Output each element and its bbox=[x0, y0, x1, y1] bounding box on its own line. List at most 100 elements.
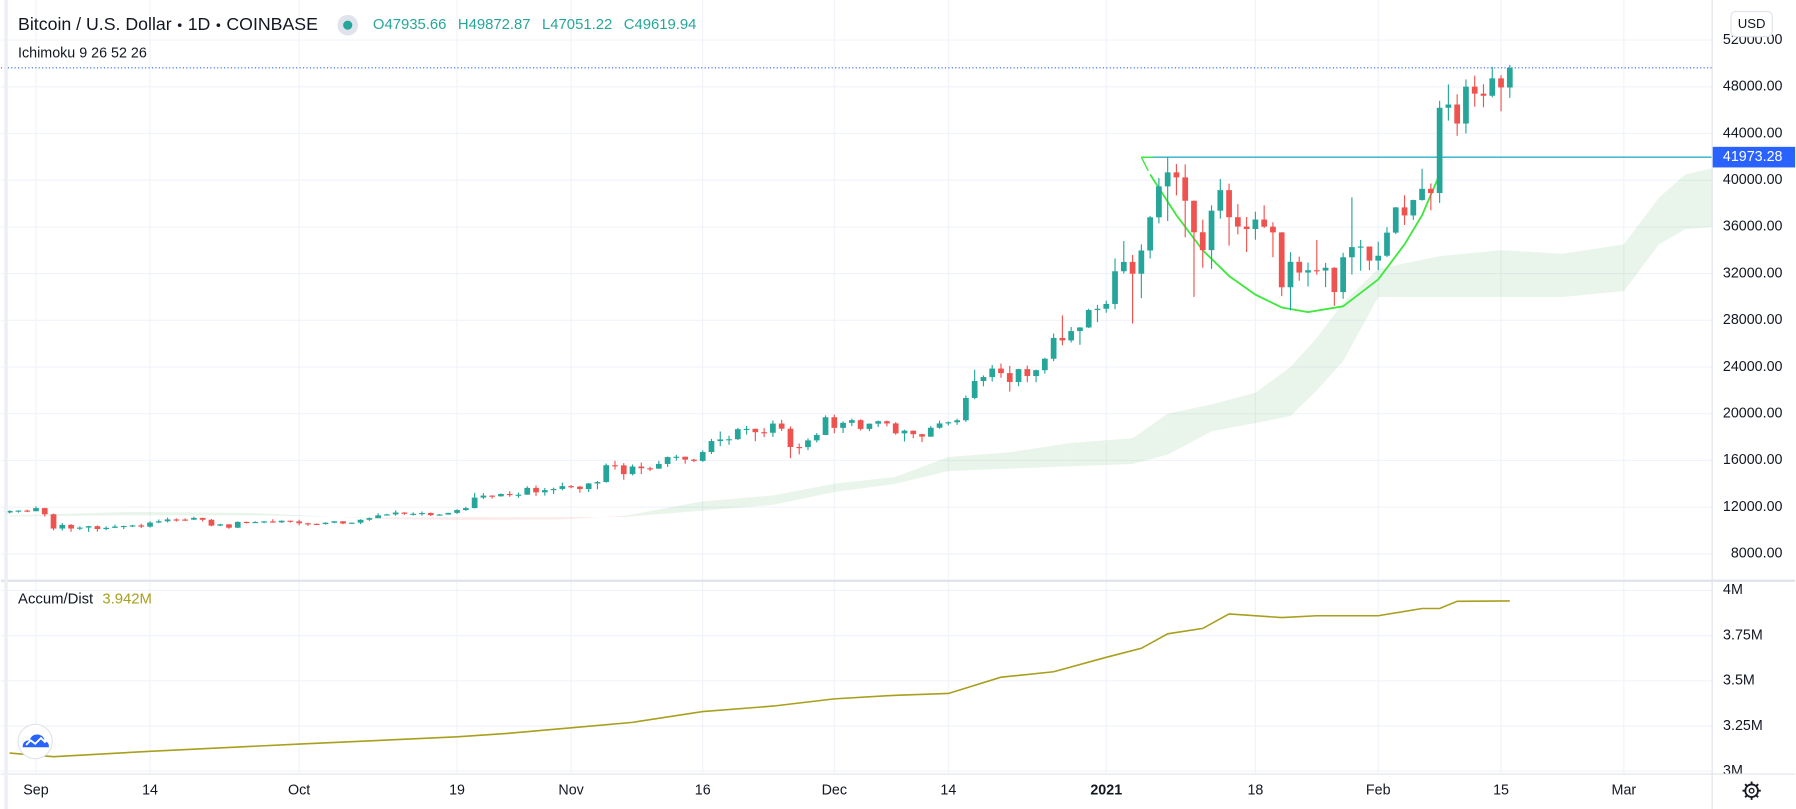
candle-body bbox=[357, 519, 364, 523]
candle-body bbox=[1006, 373, 1013, 382]
candle-body bbox=[708, 441, 715, 453]
candle-body bbox=[103, 527, 110, 529]
y2-tick-label: 4M bbox=[1723, 582, 1743, 598]
candle-body bbox=[1120, 261, 1127, 272]
candles bbox=[6, 64, 1513, 532]
candle-body bbox=[129, 525, 136, 527]
candle-body bbox=[699, 452, 706, 461]
y-tick-label: 44000.00 bbox=[1723, 125, 1783, 141]
symbol-info: COINBASE bbox=[226, 14, 318, 34]
cloud-segment bbox=[1439, 250, 1502, 297]
y2-tick-label: 3.25M bbox=[1723, 718, 1763, 734]
cloud-segment bbox=[1343, 268, 1379, 362]
cloud-segment bbox=[1071, 438, 1133, 467]
candle-body bbox=[94, 526, 101, 529]
candle-body bbox=[594, 482, 601, 484]
y-tick-label: 40000.00 bbox=[1723, 172, 1783, 188]
candle-body bbox=[1384, 232, 1390, 256]
candle-body bbox=[515, 494, 522, 496]
candle-body bbox=[945, 422, 952, 424]
y-tick-label: 20000.00 bbox=[1723, 406, 1783, 422]
candle-body bbox=[340, 521, 346, 524]
y2-tick-label: 3M bbox=[1723, 763, 1743, 779]
cloud-segment bbox=[465, 517, 563, 521]
candle-body bbox=[445, 512, 452, 515]
candle-body bbox=[752, 428, 759, 433]
candle-body bbox=[1068, 331, 1075, 341]
candle-body bbox=[462, 508, 469, 511]
candle-body bbox=[173, 519, 180, 521]
candle-body bbox=[848, 420, 855, 423]
candle-body bbox=[612, 465, 618, 467]
y2-tick-label: 3.5M bbox=[1723, 673, 1755, 689]
candle-body bbox=[585, 483, 592, 490]
candle-body bbox=[76, 527, 83, 529]
logo-cloud[interactable] bbox=[22, 734, 49, 748]
candle-body bbox=[1480, 93, 1487, 96]
candle-body bbox=[1173, 172, 1180, 178]
candle-body bbox=[155, 521, 162, 523]
candle-body bbox=[436, 514, 443, 516]
x-tick-label: Feb bbox=[1366, 782, 1391, 798]
candle-body bbox=[1313, 270, 1320, 272]
candle-body bbox=[1208, 210, 1215, 251]
cloud-segment bbox=[378, 517, 466, 521]
currency[interactable]: USD bbox=[1738, 16, 1766, 31]
candle-body bbox=[1234, 217, 1241, 227]
candle-body bbox=[226, 524, 232, 528]
candle-body bbox=[743, 428, 750, 430]
cup-curve bbox=[1149, 173, 1441, 314]
candle-body bbox=[1077, 327, 1083, 332]
candle-body bbox=[638, 466, 645, 469]
candle-body bbox=[682, 456, 689, 460]
currency-box[interactable] bbox=[1730, 10, 1773, 38]
candle-body bbox=[603, 465, 610, 483]
logo-mark[interactable] bbox=[25, 736, 47, 746]
candle-body bbox=[85, 526, 92, 528]
candle-body bbox=[927, 427, 934, 437]
cloud-segment bbox=[1562, 244, 1624, 297]
lower-pane bbox=[9, 600, 1510, 758]
cloud-segment bbox=[1290, 337, 1317, 417]
candle-body bbox=[1375, 255, 1382, 261]
settings[interactable] bbox=[1742, 781, 1761, 800]
candle-body bbox=[1410, 200, 1417, 216]
candle-body bbox=[954, 420, 960, 423]
candle-body bbox=[1278, 232, 1285, 288]
candle-body bbox=[717, 439, 724, 442]
currency-button[interactable]: USD bbox=[1730, 10, 1773, 38]
candle-body bbox=[892, 423, 899, 434]
candle-body bbox=[6, 510, 13, 513]
candle-body bbox=[1041, 358, 1048, 371]
candle-body bbox=[866, 423, 873, 429]
candle-body bbox=[208, 519, 215, 526]
x-tick-label: Mar bbox=[1612, 782, 1637, 798]
candle-body bbox=[1454, 104, 1461, 124]
candle-body bbox=[384, 514, 390, 516]
candle-body bbox=[1357, 246, 1364, 248]
candle-body bbox=[313, 523, 320, 526]
candle-body bbox=[269, 521, 276, 523]
cloud-segment bbox=[1009, 442, 1072, 469]
indicator-value: 3.942M bbox=[102, 592, 152, 608]
candle-body bbox=[164, 519, 171, 522]
candle-body bbox=[1243, 226, 1250, 229]
candle-body bbox=[1112, 271, 1118, 304]
y-tick-label: 16000.00 bbox=[1723, 452, 1783, 468]
candle-body bbox=[901, 430, 908, 434]
logo[interactable] bbox=[17, 723, 53, 760]
candle-body bbox=[1156, 186, 1162, 218]
candle-body bbox=[1322, 267, 1329, 271]
indicator-title: Accum/Dist bbox=[18, 592, 94, 608]
y-tick-label: 24000.00 bbox=[1723, 359, 1783, 375]
candle-body bbox=[778, 423, 785, 429]
candle-body bbox=[278, 520, 285, 523]
cloud-segment bbox=[1255, 367, 1291, 424]
settings-gear-teeth[interactable] bbox=[1742, 781, 1761, 800]
candle-body bbox=[191, 517, 197, 520]
candle-body bbox=[1094, 308, 1101, 311]
settings-gear-center[interactable] bbox=[1748, 787, 1755, 794]
cloud-segment bbox=[1623, 197, 1659, 292]
candle-body bbox=[322, 522, 329, 525]
candle-body bbox=[480, 495, 487, 498]
